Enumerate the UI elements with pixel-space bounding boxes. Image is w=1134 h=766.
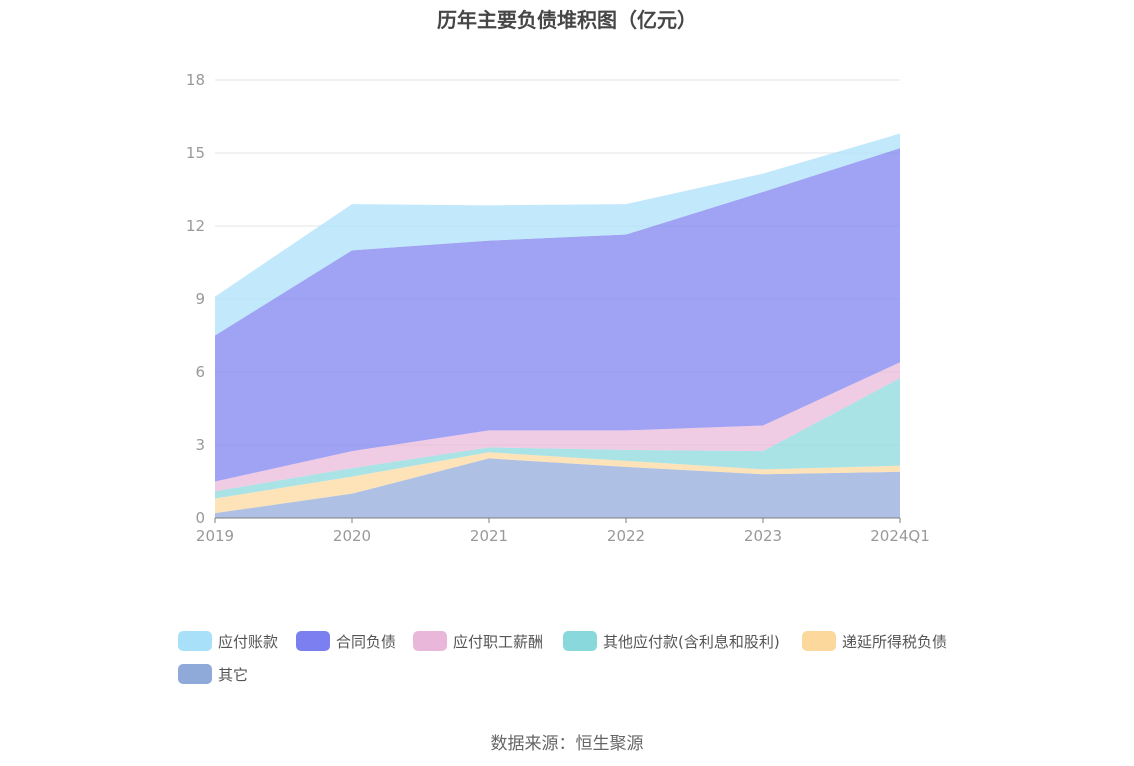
legend-swatch (563, 631, 597, 651)
area-series-1 (215, 452, 900, 514)
legend-label: 应付职工薪酬 (453, 632, 544, 651)
legend-swatch (413, 631, 447, 651)
legend-label: 其他应付款(含利息和股利) (603, 632, 780, 651)
chart-title: 历年主要负债堆积图（亿元） (437, 8, 697, 32)
area-series-4 (215, 148, 900, 482)
x-tick-label: 2022 (607, 527, 645, 545)
source-note: 数据来源：恒生聚源 (490, 734, 644, 754)
area-series (215, 133, 900, 518)
y-tick-label: 0 (195, 509, 205, 527)
legend-item[interactable]: 递延所得税负债 (802, 630, 947, 652)
legend-swatch (178, 631, 212, 651)
legend-item[interactable]: 其它 (178, 663, 248, 685)
x-tick-label: 2020 (333, 527, 371, 545)
y-tick-label: 15 (186, 144, 205, 162)
legend-item[interactable]: 应付职工薪酬 (413, 630, 543, 652)
legend-label: 其它 (218, 665, 249, 684)
legend-item[interactable]: 合同负债 (296, 630, 396, 652)
legend-item[interactable]: 应付账款 (178, 630, 278, 652)
area-series-2 (215, 378, 900, 499)
legend-label: 应付账款 (218, 632, 279, 651)
legend-swatch (296, 631, 330, 651)
axes: 0 3 6 9 12 15 18 2019 2020 2021 2022 2023 2024Q1 (186, 71, 930, 545)
legend-swatch (178, 664, 212, 684)
legend-swatch (802, 631, 836, 651)
y-tick-label: 12 (186, 217, 205, 235)
area-series-5 (215, 133, 900, 336)
x-tick-label: 2023 (744, 527, 782, 545)
y-tick-label: 3 (195, 436, 205, 454)
x-tick-label: 2024Q1 (870, 527, 930, 545)
legend-item[interactable]: 其他应付款(含利息和股利) (563, 630, 780, 652)
y-tick-label: 6 (195, 363, 205, 381)
area-series-3 (215, 362, 900, 492)
x-tick-label: 2019 (196, 527, 234, 545)
legend-label: 递延所得税负债 (842, 632, 948, 651)
x-tick-label: 2021 (470, 527, 508, 545)
y-tick-label: 9 (195, 290, 205, 308)
legend-label: 合同负债 (336, 632, 397, 651)
area-series-0 (215, 458, 900, 518)
y-tick-label: 18 (186, 71, 205, 89)
